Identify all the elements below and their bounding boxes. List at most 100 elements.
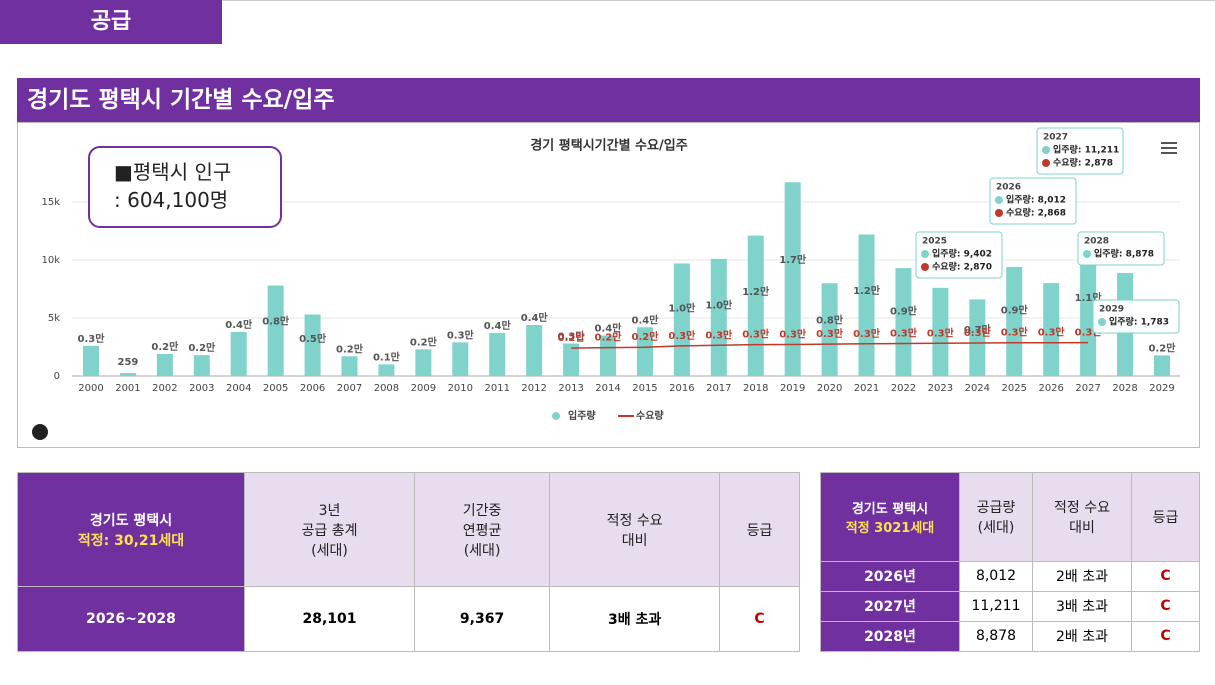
cell: C [1131, 590, 1200, 622]
data-label: 0.9만 [1001, 304, 1029, 317]
bar [1043, 283, 1060, 376]
tooltip-text: 입주량: 1,783 [1109, 316, 1169, 328]
data-label: 0.4만 [595, 321, 623, 334]
bar [932, 287, 949, 376]
row: 2026년 8,012 2배 초과 C [820, 560, 1200, 592]
data-label: 0.4만 [521, 311, 549, 324]
row: 2028년 8,878 2배 초과 C [820, 620, 1200, 653]
data-label: 0.2만 [595, 331, 623, 344]
cell: 3년 공급 총계 (세대) [244, 472, 415, 587]
data-label: 0.3만 [78, 332, 106, 345]
tooltip-text: 입주량: 8,012 [1006, 194, 1066, 206]
data-label: 0.3만 [964, 326, 992, 339]
logo [32, 424, 48, 440]
tooltip-year: 2025 [922, 237, 947, 247]
bar [1153, 355, 1170, 376]
y-tick-label: 0 [54, 371, 60, 382]
x-tick-label: 2010 [448, 383, 473, 394]
tooltip-dot [1042, 146, 1050, 154]
x-tick-label: 2006 [300, 383, 325, 394]
data-label: 0.8만 [816, 313, 844, 326]
x-tick-label: 2022 [891, 383, 916, 394]
section-title: 경기도 평택시 기간별 수요/입주 [17, 78, 1200, 122]
summary-table: 경기도 평택시 적정: 30,21세대 3년 공급 총계 (세대) 기간중 연평균… [17, 472, 800, 652]
cell: 28,101 [244, 586, 415, 652]
x-tick-label: 2020 [817, 383, 842, 394]
population-box: ■평택시 인구 : 604,100명 [88, 146, 282, 228]
tooltip-year: 2029 [1099, 305, 1124, 315]
x-tick-label: 2028 [1112, 383, 1137, 394]
tooltip-dot [921, 263, 929, 271]
cell: 2027년 [820, 590, 960, 622]
bar [673, 263, 690, 376]
y-tick-label: 15k [41, 197, 60, 208]
legend-swatch [552, 412, 560, 420]
data-label: 0.5만 [299, 332, 327, 345]
population-value: : 604,100명 [114, 188, 229, 212]
cell: 3배 초과 [549, 586, 721, 652]
data-label: 0.3만 [927, 326, 955, 339]
population-title: ■평택시 인구 [114, 160, 232, 184]
x-tick-label: 2002 [152, 383, 177, 394]
bar [784, 182, 801, 376]
bar [304, 314, 321, 376]
tooltip-dot [1042, 159, 1050, 167]
x-tick-label: 2027 [1075, 383, 1100, 394]
data-label: 0.3만 [816, 327, 844, 340]
tooltip-box [989, 177, 1077, 225]
data-label: 0.2만 [188, 341, 216, 354]
data-label: 0.3만 [668, 329, 696, 342]
x-tick-label: 2004 [226, 383, 251, 394]
bar [858, 234, 875, 376]
data-label: 0.1만 [373, 350, 401, 363]
data-label: 0.2만 [410, 335, 438, 348]
data-label: 0.2만 [151, 340, 179, 353]
bar [821, 283, 838, 376]
data-label: 0.2만 [1149, 341, 1177, 354]
cell-text: 경기도 평택시 [851, 501, 929, 517]
bar [156, 353, 173, 376]
chart-panel [17, 122, 1200, 448]
tooltip-text: 수요량: 2,870 [932, 261, 992, 273]
x-tick-label: 2008 [374, 383, 399, 394]
cell-text: 적정: 30,21세대 [77, 532, 185, 549]
tooltip-box [915, 231, 1003, 279]
tab: 공급 [0, 0, 222, 44]
data-label: 0.2만 [631, 330, 659, 343]
bar [747, 235, 764, 376]
cell: 2028년 [820, 620, 960, 653]
bar [267, 285, 284, 376]
bar [230, 331, 247, 376]
x-tick-label: 2024 [965, 383, 990, 394]
bar [636, 327, 653, 376]
x-tick-label: 2000 [78, 383, 103, 394]
data-label: 1.2만 [853, 284, 881, 297]
cell: 3배 초과 [1032, 590, 1132, 622]
cell: 경기도 평택시 적정: 30,21세대 [17, 472, 245, 587]
x-tick-label: 2018 [743, 383, 768, 394]
cell: 적정 수요 대비 [1032, 472, 1132, 562]
tooltip-text: 입주량: 8,878 [1094, 248, 1154, 260]
tooltip-box [1036, 127, 1124, 175]
legend-label: 입주량 [568, 409, 596, 422]
data-label: 0.4만 [225, 318, 253, 331]
data-label: 0.3만 [1038, 326, 1066, 339]
tooltip-dot [921, 250, 929, 258]
bar [1006, 266, 1023, 376]
chart-title: 경기 평택시기간별 수요/입주 [530, 138, 687, 154]
tooltip-text: 입주량: 9,402 [932, 248, 992, 260]
yearly-table: 경기도 평택시 적정 3021세대 공급량 (세대) 적정 수요 대비 등급 20… [820, 472, 1200, 653]
tooltip-year: 2027 [1043, 133, 1068, 143]
tooltip-box [1092, 299, 1180, 334]
cell: 2026년 [820, 560, 960, 592]
x-tick-label: 2009 [411, 383, 436, 394]
tooltip-dot [1083, 250, 1091, 258]
menu-icon[interactable] [1161, 142, 1177, 154]
bar [341, 356, 358, 376]
x-tick-label: 2014 [595, 383, 620, 394]
tooltip-text: 수요량: 2,868 [1006, 207, 1066, 219]
